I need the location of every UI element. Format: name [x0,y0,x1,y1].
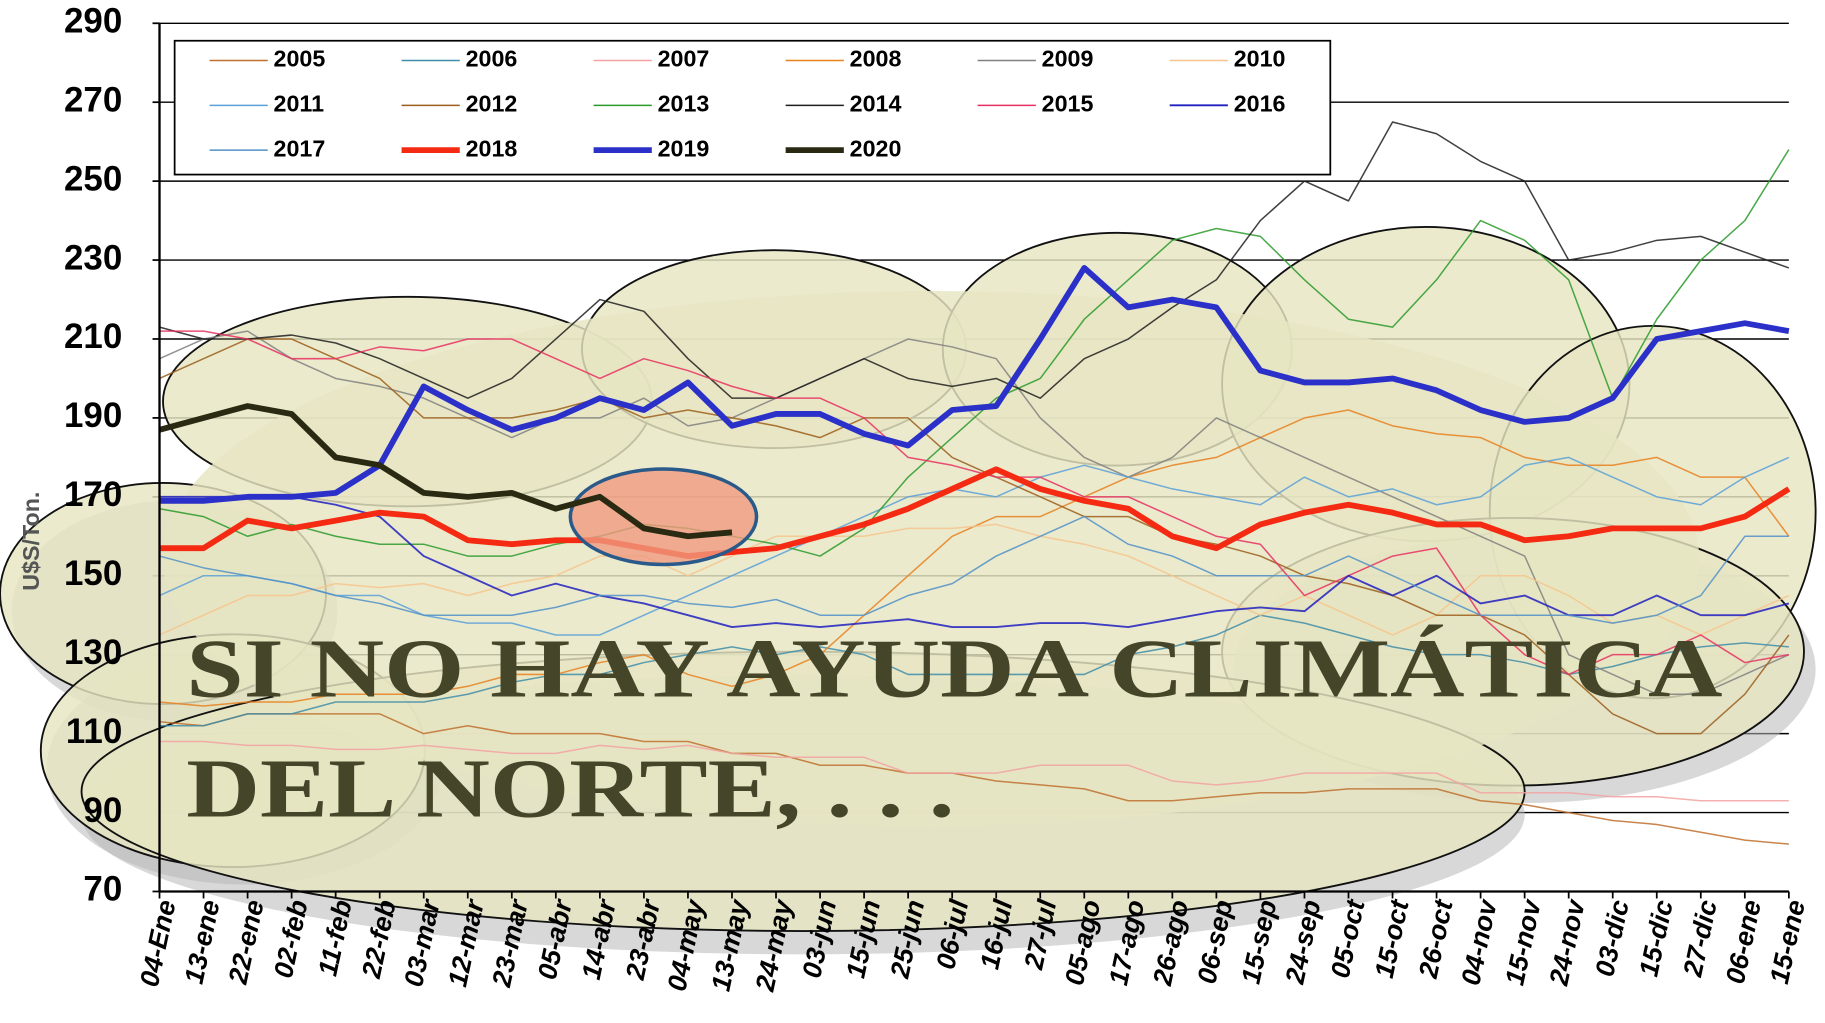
x-tick-label: 15-nov [1499,895,1547,988]
legend-label: 2013 [658,90,710,116]
annotation: DEL NORTE, . . . [186,742,954,835]
legend-box [175,41,1331,175]
x-tick-label: 03-dic [1589,897,1634,979]
legend-label: 2010 [1234,46,1286,72]
y-axis-label: U$S/Ton. [18,492,44,591]
y-tick-label: 250 [64,159,122,198]
annotation: SI NO HAY AYUDA CLIMÁTICA [186,623,1722,716]
y-tick-label: 150 [64,554,122,593]
legend-label: 2012 [466,90,518,116]
legend-label: 2009 [1042,46,1094,72]
y-tick-label: 90 [83,791,122,830]
legend-label: 2005 [274,46,326,72]
x-tick-label: 22-ene [222,897,269,987]
legend-label: 2020 [850,135,902,161]
y-tick-label: 290 [64,1,122,40]
x-tick-label: 15-oct [1369,896,1415,980]
x-tick-label: 15-dic [1633,897,1678,979]
legend-label: 2006 [466,46,518,72]
x-tick-label: 04-Ene [134,897,182,989]
legend-label: 2016 [1234,90,1286,116]
legend-label: 2007 [658,46,710,72]
x-tick-label: 27-dic [1677,897,1723,980]
y-tick-label: 190 [64,396,122,435]
legend-label: 2019 [658,135,710,161]
legend-label: 2008 [850,46,902,72]
x-tick-label: 04-nov [1455,895,1503,988]
x-tick-label: 24-nov [1543,895,1591,989]
x-tick-label: 13-ene [179,897,226,986]
legend-label: 2018 [466,135,518,161]
x-tick-label: 06-ene [1720,897,1767,986]
x-tick-label: 15-ene [1764,897,1811,986]
y-tick-label: 230 [64,238,122,277]
y-tick-label: 70 [83,870,122,909]
legend-label: 2017 [274,135,326,161]
legend-label: 2011 [274,90,325,116]
legend-label: 2014 [850,90,902,116]
page: {"chart_data": {"type": "line", "ylabel"… [0,0,1825,1023]
highlight-ellipse [570,469,756,564]
x-tick-label: 26-oct [1413,896,1459,981]
y-tick-label: 170 [64,475,122,514]
y-tick-label: 270 [64,80,122,119]
chart: 70 90 110 130 150 170 190 210 230 250 270 290 04-Ene… [0,0,1825,1023]
y-tick-label: 110 [66,712,122,751]
legend-label: 2015 [1042,90,1094,116]
y-tick-label: 210 [64,317,122,356]
y-tick-label: 130 [64,633,122,672]
